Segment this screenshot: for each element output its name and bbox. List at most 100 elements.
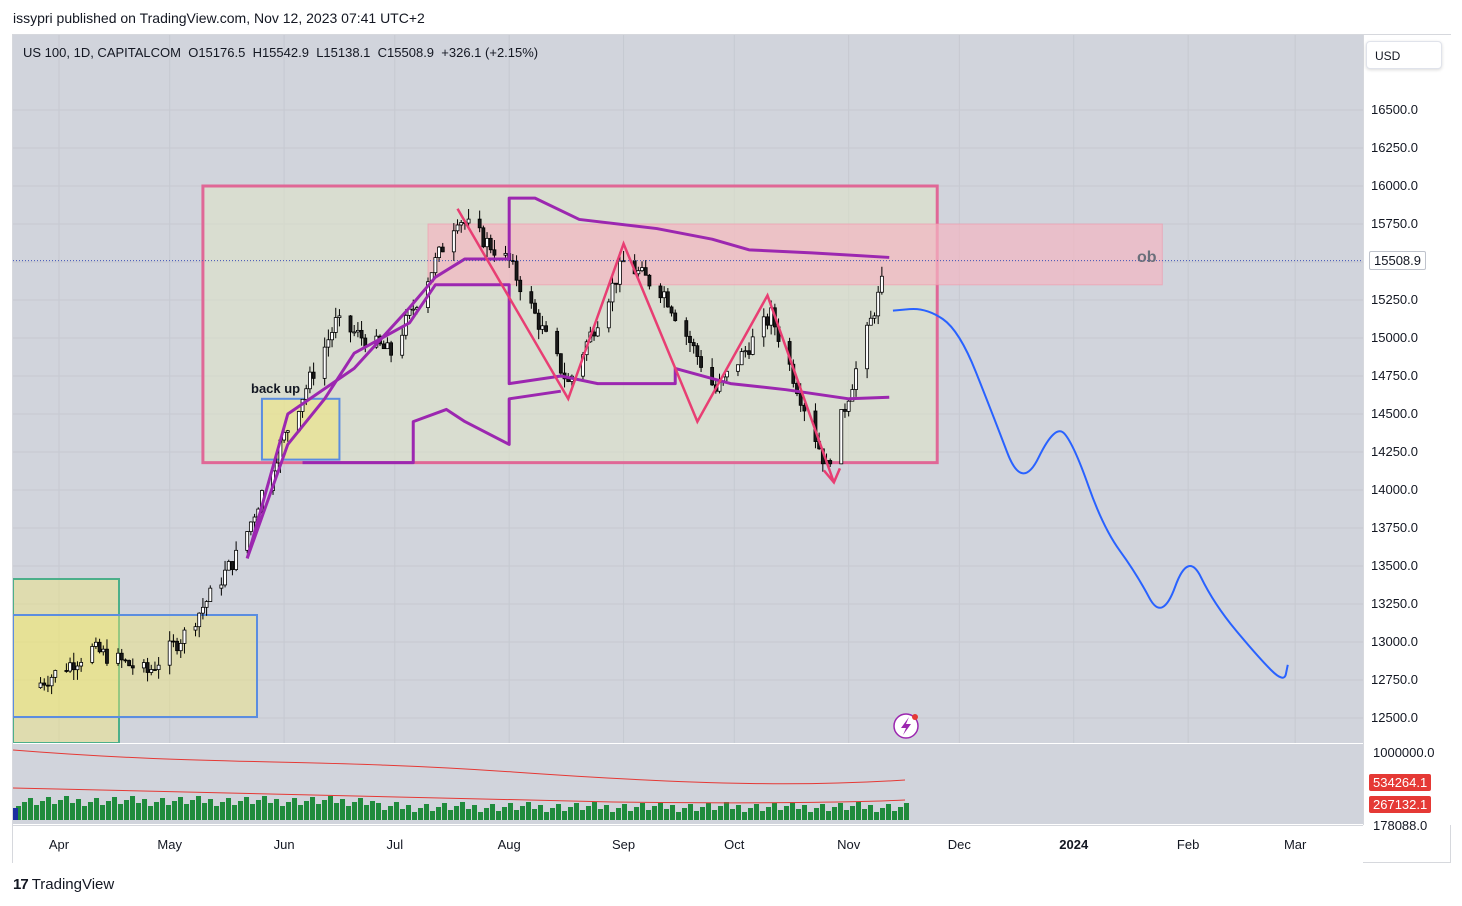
volume-bar [76, 799, 81, 820]
volume-bar [118, 804, 123, 820]
volume-bar [100, 805, 105, 820]
legend-low: L15138.1 [316, 45, 371, 60]
volume-bar [814, 808, 819, 820]
candle-down [514, 260, 519, 281]
volume-bar [574, 803, 579, 820]
volume-bar [502, 807, 507, 820]
candle-down [747, 350, 751, 355]
candle-down [492, 249, 497, 256]
candle-up [437, 246, 441, 258]
candle-up [68, 662, 72, 672]
candle-down [843, 409, 847, 412]
volume-bar [394, 802, 399, 820]
volume-bar [688, 804, 693, 820]
candle-up [610, 282, 615, 303]
volume-bar [232, 805, 237, 820]
volume-bar [568, 807, 573, 820]
volume-bar [310, 797, 315, 820]
early-blue-box [12, 614, 258, 718]
volume-bar [478, 812, 483, 820]
candle-up [219, 584, 224, 589]
footer-brand[interactable]: 17 TradingView [13, 876, 114, 893]
volume-bar [898, 807, 903, 820]
volume-bar [58, 800, 63, 820]
volume-bar [640, 803, 645, 820]
candle-up [285, 430, 290, 433]
candle-down [691, 342, 696, 347]
volume-bar [706, 803, 711, 820]
volume-bar [658, 802, 663, 820]
candle-up [854, 368, 858, 390]
volume-bar [670, 805, 675, 820]
candle-up [38, 682, 43, 689]
volume-bar [682, 808, 687, 820]
time-axis[interactable] [13, 825, 1363, 863]
volume-bar [106, 801, 111, 820]
time-tick-label: Nov [837, 837, 861, 852]
volume-bar [172, 801, 177, 820]
volume-bar [832, 807, 837, 820]
candle-down [684, 320, 689, 337]
candle-down [153, 669, 157, 671]
legend-symbol: US 100, 1D, CAPITALCOM [23, 45, 181, 60]
volume-bar [190, 800, 195, 820]
volume-bar [352, 802, 357, 820]
volume-bar [802, 805, 807, 820]
currency-button[interactable]: USD [1366, 41, 1442, 69]
candle-up [308, 371, 312, 390]
candle-down [555, 330, 560, 355]
price-tick-label: 15000.0 [1371, 330, 1418, 345]
volume-chart-svg [12, 749, 909, 820]
volume-bar [676, 812, 681, 820]
volume-bar [220, 802, 225, 820]
volume-bar [178, 797, 183, 820]
volume-bar [850, 806, 855, 820]
candle-up [850, 389, 855, 402]
candle-down [389, 342, 394, 356]
volume-bar [358, 798, 363, 820]
volume-bar [154, 802, 159, 820]
volume-bar [130, 796, 135, 820]
volume-bar [742, 812, 747, 820]
volume-bar [238, 801, 243, 820]
candle-down [175, 640, 179, 652]
candle-down [765, 316, 770, 326]
volume-bar [796, 809, 801, 820]
candle-up [178, 642, 183, 652]
footer-brand-name: TradingView [31, 876, 115, 893]
candle-up [459, 222, 464, 226]
volume-bar [160, 798, 165, 820]
volume-bar [772, 803, 777, 820]
volume-bar [454, 806, 459, 820]
candle-down [171, 640, 176, 643]
volume-bar [202, 803, 207, 820]
candle-up [636, 270, 641, 275]
price-tick-label: 16000.0 [1371, 178, 1418, 193]
last-price-badge: 15508.9 [1369, 250, 1426, 270]
candle-down [798, 393, 803, 406]
volume-bar [304, 801, 309, 820]
volume-bar [460, 802, 465, 820]
candle-up [466, 218, 471, 224]
candle-up [248, 521, 253, 532]
time-tick-label: Feb [1176, 837, 1200, 852]
candle-down [544, 325, 548, 332]
volume-bar [778, 810, 783, 820]
candle-up [451, 230, 456, 253]
candle-down [481, 227, 486, 248]
price-pane[interactable]: back up ob [12, 35, 1363, 744]
volume-bar [64, 796, 69, 820]
volume-bar [424, 804, 429, 820]
candle-down [518, 279, 523, 293]
price-axis[interactable] [1363, 35, 1451, 825]
volume-bar [136, 803, 141, 820]
volume-bar-blue [13, 808, 18, 820]
volume-pane[interactable] [12, 744, 1363, 824]
candle-up [761, 316, 766, 338]
candle-up [223, 569, 227, 586]
time-tick-label: Apr [48, 837, 70, 852]
volume-bar [436, 807, 441, 820]
candle-down [795, 383, 799, 395]
volume-bar [292, 798, 297, 820]
volume-bar [346, 806, 351, 820]
